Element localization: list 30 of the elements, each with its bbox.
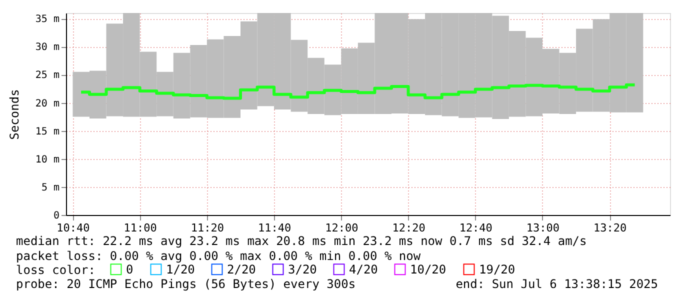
x-tick-label: 11:00	[124, 222, 157, 234]
x-tick-label: 12:40	[459, 222, 492, 234]
x-tick-label: 11:20	[190, 222, 224, 234]
legend-label: 2/20	[227, 262, 256, 276]
text: end: Sun Jul 6 13:38:15 2025	[456, 277, 658, 291]
x-tick-label: 11:40	[258, 222, 292, 234]
y-tick-label: 0	[53, 210, 60, 222]
text: probe: 20 ICMP Echo Pings (56 Bytes) every 300s	[16, 277, 356, 291]
y-tick-label: 5 m	[41, 182, 60, 194]
y-tick-label: 10 m	[35, 154, 60, 166]
y-tick-label: 20 m	[35, 98, 60, 110]
legend-label: 1/20	[166, 262, 195, 276]
legend-label: 19/20	[479, 262, 516, 276]
legend-label: 4/20	[349, 262, 378, 276]
legend-label: 3/20	[288, 262, 317, 276]
y-tick-label: 30 m	[35, 42, 60, 54]
legend-title: loss color:	[16, 263, 96, 277]
legend-label: 0	[126, 262, 134, 276]
x-tick-label: 10:40	[56, 222, 90, 234]
y-axis-title: Seconds	[7, 89, 22, 140]
text: median rtt: 22.2 ms avg 23.2 ms max 20.8 ms min 23.2 ms now 0.7 ms sd 32.4 am/s	[16, 234, 587, 248]
x-tick-label: 12:20	[392, 222, 426, 234]
x-tick-label: 13:20	[594, 222, 627, 234]
y-tick-label: 15 m	[35, 126, 60, 138]
x-tick-label: 12:00	[325, 222, 358, 234]
y-tick-label: 25 m	[35, 70, 60, 82]
x-tick-label: 13:00	[526, 222, 560, 234]
y-tick-label: 35 m	[35, 14, 60, 26]
legend-label: 10/20	[410, 262, 446, 276]
text: packet loss: 0.00 % avg 0.00 % max 0.00 % min 0.00 % now	[16, 249, 422, 263]
